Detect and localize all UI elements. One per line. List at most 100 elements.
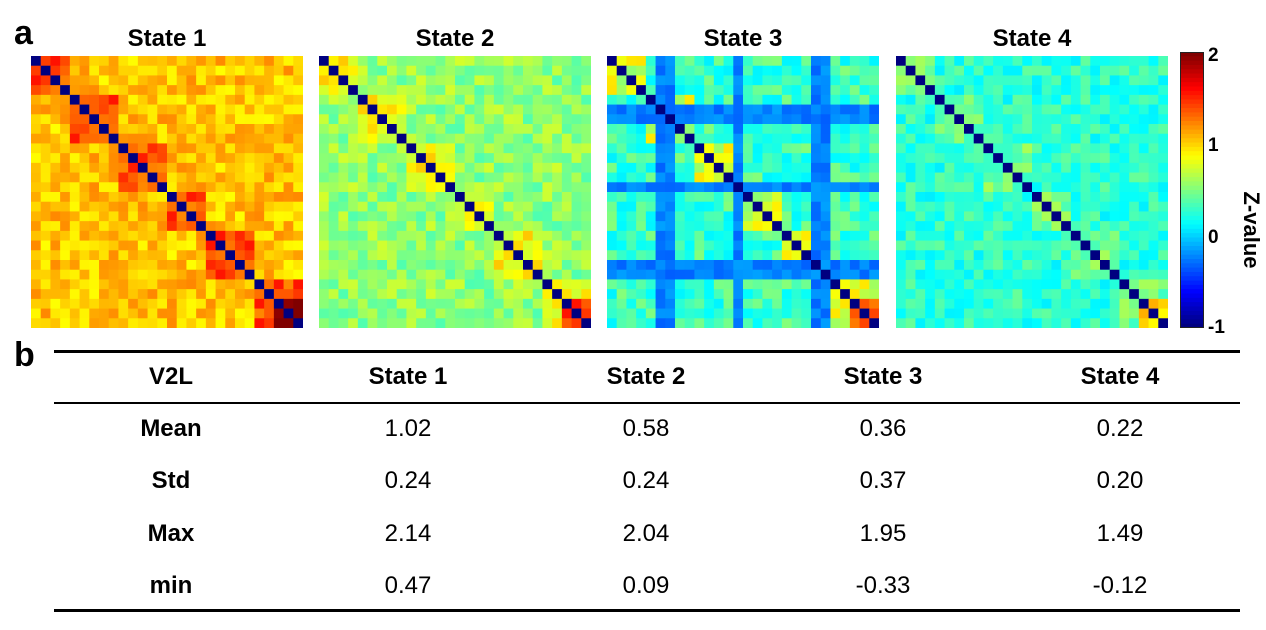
heatmap-cell <box>293 260 303 271</box>
colorbar-segment <box>1180 198 1204 204</box>
heatmap-cell <box>273 182 284 193</box>
heatmap-cell <box>915 269 926 280</box>
heatmap-cell <box>820 162 831 173</box>
heatmap-cell <box>118 124 129 135</box>
heatmap-cell <box>645 250 656 261</box>
heatmap-cell <box>645 56 656 67</box>
heatmap-cell <box>752 318 763 328</box>
colorbar-segment <box>1180 151 1204 156</box>
heatmap-cell <box>1051 230 1062 241</box>
heatmap-cell <box>915 172 926 183</box>
heatmap-cell <box>1012 298 1023 309</box>
heatmap-cell <box>830 298 841 309</box>
heatmap-cell <box>1138 153 1149 164</box>
heatmap-cell <box>348 250 359 261</box>
heatmap-cell <box>157 240 168 251</box>
heatmap-cell <box>147 279 158 290</box>
heatmap-cell <box>1080 289 1091 300</box>
heatmap-cell <box>99 85 110 96</box>
heatmap-cell <box>665 114 676 125</box>
heatmap-cell <box>840 162 851 173</box>
heatmap-cell <box>1129 182 1140 193</box>
heatmap-cell <box>1070 85 1081 96</box>
heatmap-cell <box>905 56 916 67</box>
heatmap-cell <box>1051 221 1062 232</box>
heatmap-cell <box>118 289 129 300</box>
heatmap-cell <box>283 133 294 144</box>
heatmap-cell <box>60 221 71 232</box>
heatmap-cell <box>571 182 582 193</box>
heatmap-cell <box>367 289 378 300</box>
colorbar-segment <box>1180 86 1204 92</box>
heatmap-cell <box>752 192 763 203</box>
heatmap-cell <box>684 298 695 309</box>
heatmap-cell <box>581 124 591 135</box>
heatmap-cell <box>235 240 246 251</box>
heatmap-cell <box>416 230 427 241</box>
heatmap-cell <box>503 201 514 212</box>
heatmap-cell <box>1090 240 1101 251</box>
heatmap-cell <box>464 182 475 193</box>
heatmap-cell <box>196 124 207 135</box>
heatmap-cell <box>772 94 783 105</box>
heatmap-cell <box>387 318 398 328</box>
heatmap-cell <box>571 289 582 300</box>
heatmap-cell <box>607 56 618 67</box>
heatmap-cell <box>944 230 955 241</box>
heatmap-cell <box>1100 172 1111 183</box>
heatmap-cell <box>264 260 275 271</box>
heatmap-cell <box>108 85 119 96</box>
heatmap-cell <box>167 269 178 280</box>
heatmap-cell <box>762 240 773 251</box>
heatmap-cell <box>915 221 926 232</box>
heatmap-cell <box>915 250 926 261</box>
heatmap-cell <box>1090 143 1101 154</box>
heatmap-cell <box>348 75 359 86</box>
heatmap-cell <box>1061 260 1072 271</box>
heatmap-cell <box>820 260 831 271</box>
heatmap-cell <box>338 260 349 271</box>
heatmap-cell <box>40 182 51 193</box>
heatmap-cell <box>396 56 407 67</box>
heatmap-cell <box>118 240 129 251</box>
heatmap-cell <box>811 172 822 183</box>
heatmap-cell <box>31 65 42 76</box>
heatmap-cell <box>781 114 792 125</box>
heatmap-cell <box>1041 114 1052 125</box>
colorbar-segment <box>1180 215 1204 221</box>
heatmap-cell <box>655 56 666 67</box>
heatmap-cell <box>118 279 129 290</box>
heatmap-cell <box>983 289 994 300</box>
heatmap-cell <box>1032 143 1043 154</box>
heatmap-cell <box>1012 240 1023 251</box>
heatmap-cell <box>552 279 563 290</box>
heatmap-cell <box>474 143 485 154</box>
heatmap-cell <box>273 104 284 115</box>
heatmap-cell <box>723 143 734 154</box>
heatmap-cell <box>387 269 398 280</box>
heatmap-cell <box>743 289 754 300</box>
heatmap-cell <box>581 104 591 115</box>
heatmap-cell <box>542 104 553 115</box>
heatmap-cell <box>1138 201 1149 212</box>
heatmap-cell <box>50 133 61 144</box>
heatmap-cell <box>445 289 456 300</box>
heatmap-cell <box>915 124 926 135</box>
heatmap-cell <box>869 94 879 105</box>
heatmap-cell <box>503 250 514 261</box>
heatmap-cell <box>571 201 582 212</box>
heatmap-cell <box>1022 269 1033 280</box>
heatmap-cell <box>196 298 207 309</box>
heatmap-cell <box>811 250 822 261</box>
heatmap-cell <box>357 56 368 67</box>
heatmap-cell <box>675 85 686 96</box>
heatmap-cell <box>445 143 456 154</box>
heatmap-cell <box>147 143 158 154</box>
heatmap-cell <box>552 172 563 183</box>
heatmap-cell <box>713 56 724 67</box>
heatmap-cell <box>561 260 572 271</box>
heatmap-cell <box>704 318 715 328</box>
heatmap-cell <box>377 114 388 125</box>
heatmap-cell <box>1129 279 1140 290</box>
heatmap-cell <box>1100 104 1111 115</box>
